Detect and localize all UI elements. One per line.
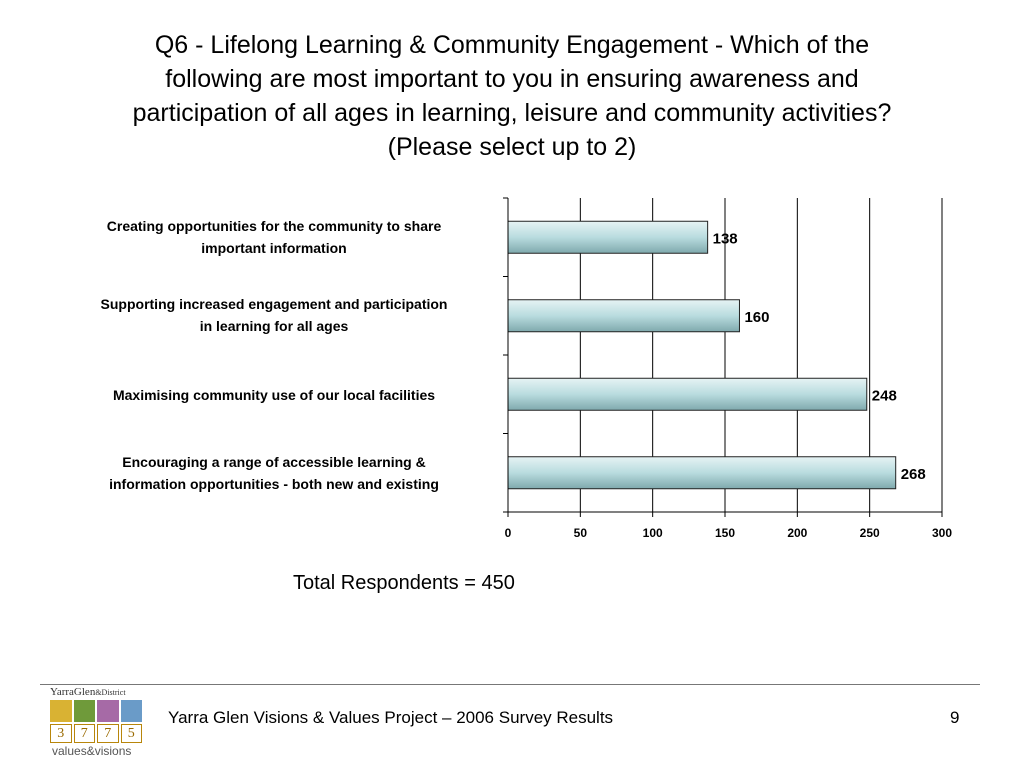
x-tick-label: 0 bbox=[505, 526, 512, 540]
category-label: Encouraging a range of accessible learni… bbox=[54, 451, 494, 495]
logo-tile-icon bbox=[97, 700, 119, 722]
logo-tile-icon bbox=[120, 700, 142, 722]
logo-tagline: values&visions bbox=[52, 744, 132, 758]
x-tick-label: 100 bbox=[643, 526, 663, 540]
data-label: 248 bbox=[872, 387, 897, 404]
title-line: following are most important to you in e… bbox=[165, 65, 859, 93]
data-label: 138 bbox=[713, 230, 738, 247]
footer-divider bbox=[40, 684, 980, 685]
category-label-line: information opportunities - both new and… bbox=[109, 476, 439, 492]
title-line: participation of all ages in learning, l… bbox=[132, 99, 892, 127]
bar bbox=[507, 377, 868, 411]
x-tick-label: 150 bbox=[715, 526, 735, 540]
x-tick-label: 50 bbox=[574, 526, 588, 540]
category-label: Maximising community use of our local fa… bbox=[54, 384, 494, 406]
logo-digit: 3 bbox=[50, 724, 72, 743]
bar bbox=[507, 220, 709, 254]
category-label: Creating opportunities for the community… bbox=[54, 215, 494, 259]
x-tick-label: 200 bbox=[787, 526, 807, 540]
bar bbox=[507, 299, 740, 333]
bar-chart: 0 50 100 150 200 250 300 138 160 248 268 bbox=[503, 197, 952, 540]
logo-brand-text: YarraGlen bbox=[50, 686, 96, 698]
page-number: 9 bbox=[950, 708, 960, 727]
category-label-line: Maximising community use of our local fa… bbox=[112, 387, 436, 403]
logo-pictures bbox=[50, 700, 142, 722]
logo-digit: 7 bbox=[97, 724, 119, 743]
category-label-line: in learning for all ages bbox=[199, 318, 349, 334]
logo-brand: YarraGlen&District bbox=[50, 686, 126, 698]
logo-digits: 3 7 7 5 bbox=[50, 724, 142, 743]
total-respondents: Total Respondents = 450 bbox=[293, 572, 515, 594]
x-tick-label: 300 bbox=[932, 526, 952, 540]
bar bbox=[507, 456, 897, 490]
category-label-line: important information bbox=[201, 240, 347, 256]
title-line: Q6 - Lifelong Learning & Community Engag… bbox=[154, 31, 870, 59]
category-label-line: Supporting increased engagement and part… bbox=[100, 296, 448, 312]
logo-digit: 5 bbox=[120, 724, 142, 743]
slide-title: Q6 - Lifelong Learning & Community Engag… bbox=[40, 28, 984, 164]
logo: YarraGlen&District 3 7 7 5 values&vision… bbox=[50, 686, 142, 762]
logo-tile-icon bbox=[73, 700, 95, 722]
x-tick-label: 250 bbox=[860, 526, 880, 540]
logo-digit: 7 bbox=[73, 724, 95, 743]
footer-text: Yarra Glen Visions & Values Project – 20… bbox=[168, 708, 614, 727]
title-line: (Please select up to 2) bbox=[387, 133, 637, 161]
logo-tile-icon bbox=[50, 700, 72, 722]
data-label: 160 bbox=[744, 309, 769, 326]
category-label-line: Encouraging a range of accessible learni… bbox=[122, 454, 426, 470]
category-label: Supporting increased engagement and part… bbox=[54, 293, 494, 337]
logo-brand-suffix: &District bbox=[95, 688, 126, 697]
category-label-line: Creating opportunities for the community… bbox=[106, 218, 442, 234]
data-label: 268 bbox=[901, 466, 926, 483]
